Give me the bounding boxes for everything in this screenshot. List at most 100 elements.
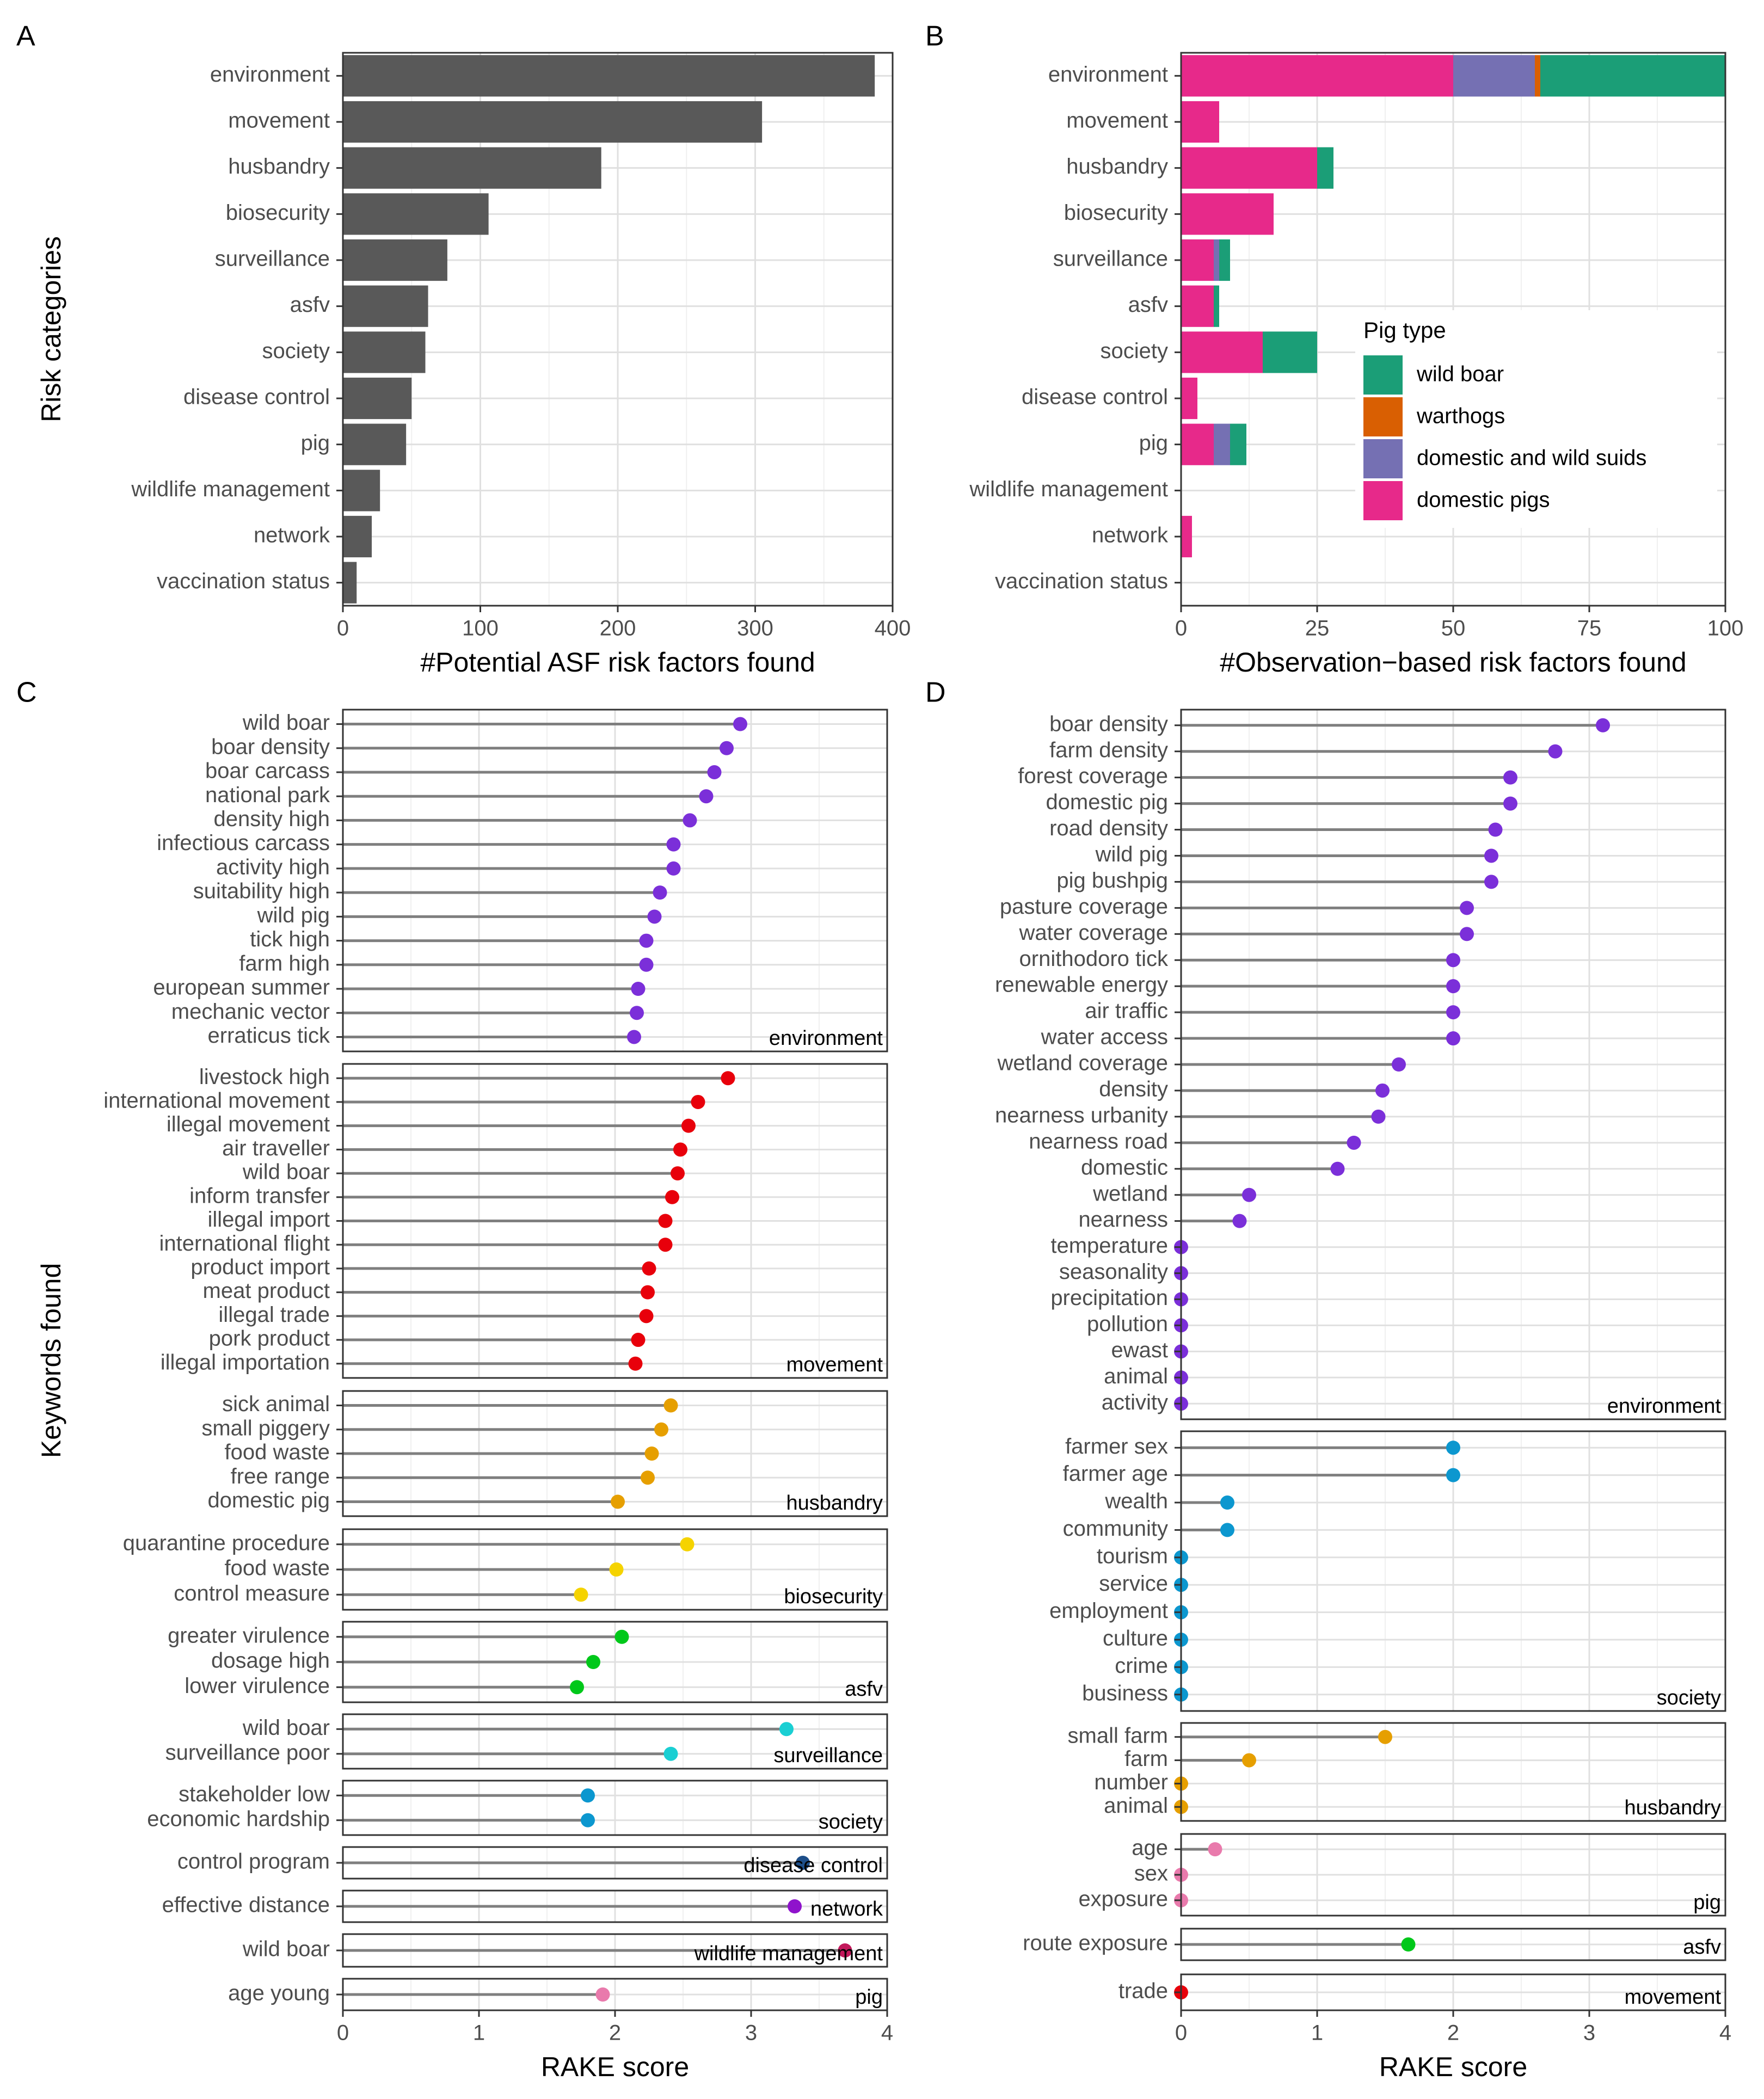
lollipop-point	[673, 1142, 687, 1157]
facet-border	[342, 709, 888, 1052]
facet-label: wildlife management	[694, 1942, 883, 1965]
facet-label: surveillance	[773, 1744, 883, 1767]
facet-label: husbandry	[786, 1492, 883, 1515]
facet-label: environment	[1607, 1395, 1722, 1418]
lollipop-point	[570, 1680, 584, 1695]
bar-segment-domestic-pigs	[1181, 55, 1453, 97]
panel-b-x-tick-label: 75	[1577, 617, 1602, 641]
keyword-label: air traffic	[1085, 999, 1168, 1023]
lollipop-point	[1446, 979, 1460, 994]
keyword-label: inform transfer	[189, 1184, 330, 1208]
keyword-label: erraticus tick	[208, 1024, 330, 1048]
lollipop-point	[627, 1030, 641, 1044]
panel-c-x-tick-label: 4	[881, 2021, 893, 2045]
bar-segment-wild-boar	[1263, 331, 1317, 373]
lollipop-point	[628, 1356, 643, 1371]
keyword-label: ewast	[1111, 1338, 1169, 1362]
panel-c-x-tick-label: 2	[609, 2021, 621, 2045]
lollipop-point	[1208, 1842, 1222, 1857]
legend-swatch-domestic-pigs	[1363, 481, 1403, 520]
lollipop-point	[1446, 1441, 1460, 1455]
lollipop-point	[681, 1118, 696, 1133]
facet-pig: age young pig	[228, 1978, 888, 2011]
category-label: network	[1092, 524, 1169, 547]
category-label: wildlife management	[969, 477, 1168, 501]
keyword-label: farm density	[1049, 738, 1168, 762]
category-label: husbandry	[1066, 155, 1168, 178]
bar-segment-domestic-pigs	[1181, 239, 1214, 281]
lollipop-point	[796, 1856, 810, 1870]
keyword-label: tourism	[1097, 1544, 1168, 1568]
panel-a-x-tick-label: 100	[462, 617, 499, 641]
keyword-label: temperature	[1050, 1234, 1168, 1258]
lollipop-point	[779, 1722, 794, 1737]
lollipop-point	[1460, 927, 1474, 941]
legend-swatch-warthogs	[1363, 397, 1403, 436]
facet-border	[342, 1528, 888, 1611]
facet-border	[342, 1780, 888, 1836]
lollipop-point	[691, 1094, 705, 1109]
keyword-label: activity	[1102, 1390, 1168, 1414]
panel-letter-d: D	[925, 677, 946, 709]
facet-border	[342, 1889, 888, 1923]
keyword-label: animal	[1104, 1794, 1168, 1818]
bar-environment	[343, 55, 875, 97]
bar-segment-domestic-pigs	[1181, 193, 1274, 235]
facet-label: movement	[1625, 1986, 1722, 2009]
keyword-label: greater virulence	[168, 1623, 330, 1647]
keyword-label: domestic pig	[207, 1488, 330, 1512]
lollipop-point	[631, 982, 646, 996]
lollipop-point	[1347, 1135, 1361, 1150]
facet-border	[342, 1713, 888, 1770]
keyword-label: boar density	[1049, 712, 1168, 736]
lollipop-point	[630, 1006, 644, 1020]
bar-segment-wild-boar	[1540, 55, 1725, 97]
facet-label: disease control	[743, 1854, 883, 1877]
facet-border	[342, 1846, 888, 1880]
keyword-label: surveillance poor	[165, 1740, 330, 1764]
lollipop-point	[1484, 875, 1498, 889]
lollipop-point	[639, 1309, 654, 1324]
keyword-label: small farm	[1068, 1723, 1168, 1747]
panel-letter-b: B	[925, 21, 944, 52]
panel-b-x-tick-label: 0	[1175, 617, 1187, 641]
keyword-label: control program	[177, 1850, 330, 1874]
bar-segment-wild-boar	[1317, 147, 1333, 189]
bar-segment-domestic-and-wild-suids	[1214, 423, 1230, 465]
keyword-label: age	[1132, 1836, 1168, 1860]
lollipop-point	[1392, 1057, 1406, 1072]
lollipop-point	[631, 1333, 646, 1347]
keyword-label: food waste	[225, 1556, 330, 1580]
bar-segment-domestic-pigs	[1181, 377, 1197, 420]
keyword-label: density high	[214, 807, 330, 831]
legend-title: Pig type	[1363, 317, 1446, 343]
panel-letter-c: C	[16, 677, 37, 709]
facet-label: society	[819, 1811, 883, 1833]
lollipop-point	[641, 1285, 655, 1300]
keyword-label: service	[1099, 1572, 1168, 1596]
facet-label: asfv	[1683, 1936, 1721, 1959]
keyword-label: infectious carcass	[157, 831, 330, 855]
keyword-label: domestic	[1081, 1155, 1168, 1179]
bar-pig	[343, 423, 407, 465]
lollipop-point	[788, 1899, 802, 1913]
lollipop-point	[614, 1629, 629, 1644]
panel-a-x-tick-label: 200	[600, 617, 636, 641]
facet-border	[342, 1063, 888, 1379]
keyword-label: quarantine procedure	[123, 1531, 330, 1555]
lollipop-point	[653, 885, 667, 900]
legend-swatch-domestic-and-wild-suids	[1363, 439, 1403, 478]
keyword-label: nearness road	[1029, 1129, 1168, 1153]
facet-label: environment	[769, 1027, 883, 1050]
keyword-label: control measure	[174, 1581, 330, 1605]
category-label: society	[1101, 339, 1169, 363]
lollipop-point	[1460, 901, 1474, 915]
keyword-label: pig bushpig	[1056, 869, 1168, 892]
keyword-label: pasture coverage	[1000, 895, 1168, 919]
keyword-label: ornithodoro tick	[1019, 947, 1169, 971]
lollipop-point	[647, 909, 662, 924]
panel-d-x-tick-label: 3	[1583, 2021, 1595, 2045]
